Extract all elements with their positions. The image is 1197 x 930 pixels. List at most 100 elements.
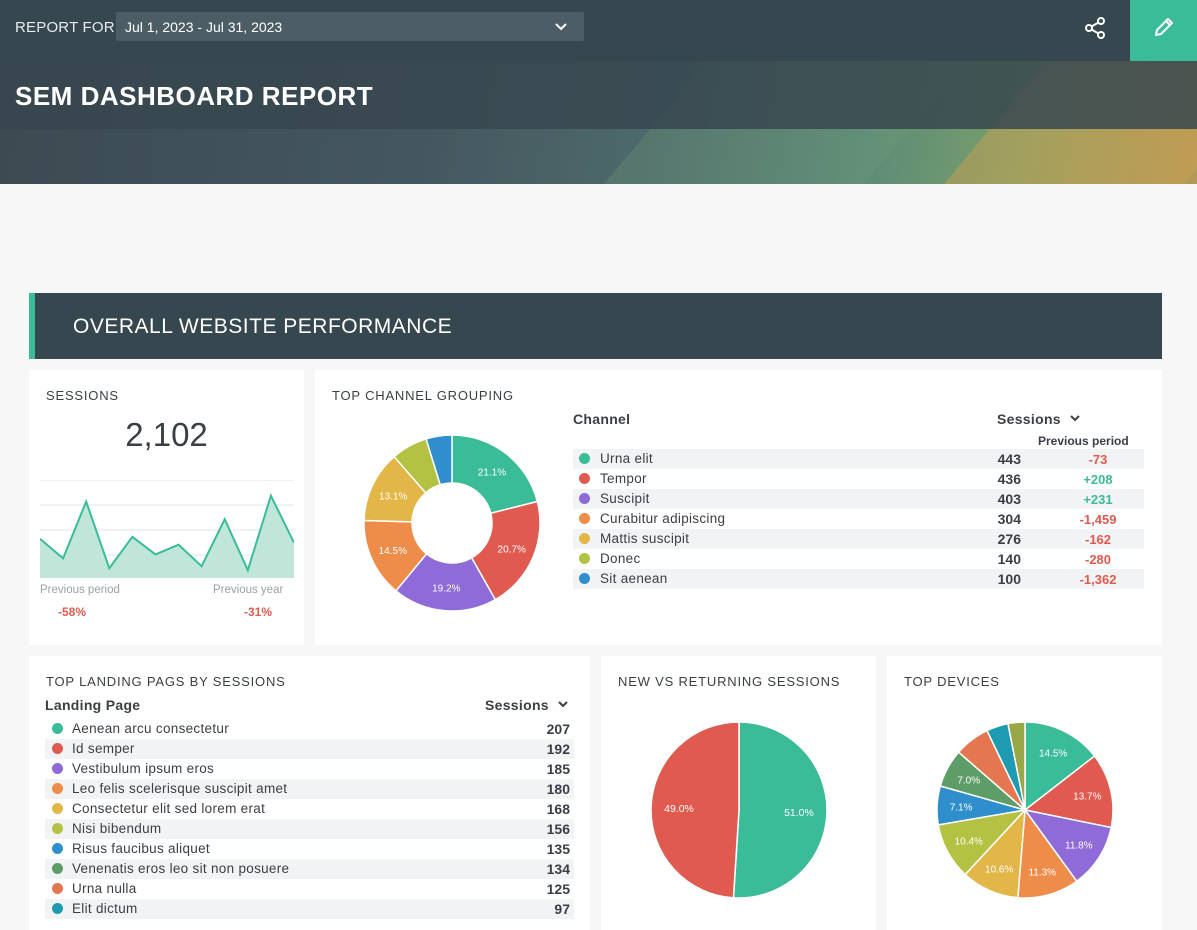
landing-sessions-sort-header[interactable]: Sessions <box>485 697 569 713</box>
channel-name: Tempor <box>600 471 647 486</box>
report-for-label: REPORT FOR <box>15 19 115 36</box>
date-range-select[interactable]: Jul 1, 2023 - Jul 31, 2023 <box>116 12 584 41</box>
channel-name: Donec <box>600 551 641 566</box>
date-range-value: Jul 1, 2023 - Jul 31, 2023 <box>125 19 283 35</box>
sessions-value: 2,102 <box>125 416 208 453</box>
landing-page-row: Aenean arcu consectetur 207 <box>45 719 574 739</box>
new-vs-returning-slice-label: 49.0% <box>664 803 694 815</box>
channel-sessions: 403 <box>997 491 1021 507</box>
channel-change: +231 <box>1083 492 1113 507</box>
landing-page-row: Id semper 192 <box>45 739 574 759</box>
section-title: OVERALL WEBSITE PERFORMANCE <box>73 315 453 338</box>
channel-slice-label: 19.2% <box>432 584 460 595</box>
landing-page-color-dot <box>52 843 63 854</box>
report-title: SEM DASHBOARD REPORT <box>15 81 374 111</box>
section-header: OVERALL WEBSITE PERFORMANCE <box>29 293 1162 359</box>
channel-row: Sit aenean 100 -1,362 <box>573 569 1144 589</box>
previous-year-label: Previous year <box>213 584 284 596</box>
device-slice-label: 10.6% <box>985 865 1013 876</box>
new-vs-returning-title: NEW VS RETURNING SESSIONS <box>618 674 841 689</box>
device-slice[interactable] <box>1023 808 1113 883</box>
sparkline-line <box>40 492 294 573</box>
landing-pages-title: TOP LANDING PAGS BY SESSIONS <box>46 674 286 689</box>
channel-sessions: 436 <box>997 471 1021 487</box>
landing-page-row: Urna nulla 125 <box>45 879 574 899</box>
banner-title-band <box>0 61 1197 129</box>
sessions-title: SESSIONS <box>46 388 119 403</box>
new-vs-returning-slice[interactable] <box>650 721 740 899</box>
landing-page-sessions: 168 <box>546 801 570 817</box>
landing-pages-card: TOP LANDING PAGS BY SESSIONS Landing Pag… <box>29 656 590 930</box>
landing-page-row: Risus faucibus aliquet 135 <box>45 839 574 859</box>
channel-row: Mattis suscipit 276 -162 <box>573 529 1144 549</box>
device-slice-label: 13.7% <box>1073 791 1101 802</box>
landing-page-row: Vestibulum ipsum eros 185 <box>45 759 574 779</box>
channel-sessions: 100 <box>997 571 1021 587</box>
channel-change: +208 <box>1083 472 1113 487</box>
landing-page-sessions: 180 <box>546 781 570 797</box>
channel-color-dot <box>579 553 590 564</box>
pencil-icon <box>1155 18 1173 36</box>
channel-change: -1,459 <box>1079 512 1117 527</box>
channel-slice[interactable] <box>470 500 541 601</box>
device-slice[interactable] <box>1024 721 1096 812</box>
device-slice-label: 10.4% <box>955 836 983 847</box>
landing-page-sessions: 125 <box>546 881 570 897</box>
channel-change: -162 <box>1084 532 1112 547</box>
device-slice[interactable] <box>1007 721 1026 811</box>
landing-page-name: Elit dictum <box>72 901 138 916</box>
landing-page-row: Elit dictum 97 <box>45 899 574 919</box>
landing-page-color-dot <box>52 903 63 914</box>
channel-sessions: 276 <box>997 531 1021 547</box>
previous-period-label: Previous period <box>40 584 120 596</box>
channel-change: -1,362 <box>1079 572 1117 587</box>
landing-page-name: Aenean arcu consectetur <box>72 721 229 736</box>
landing-page-sessions: 192 <box>546 741 570 757</box>
landing-page-column-header: Landing Page <box>45 697 141 713</box>
channel-color-dot <box>579 533 590 544</box>
device-slice[interactable] <box>1023 755 1114 829</box>
channel-slice-label: 14.5% <box>379 546 407 557</box>
channel-sessions: 140 <box>997 551 1021 567</box>
previous-period-change: -58% <box>58 605 87 619</box>
channel-name: Sit aenean <box>600 571 668 586</box>
landing-page-color-dot <box>52 783 63 794</box>
channel-slice[interactable] <box>425 434 453 486</box>
landing-page-sessions: 185 <box>546 761 570 777</box>
channel-sessions: 443 <box>997 451 1021 467</box>
channel-name: Suscipit <box>600 491 650 506</box>
sessions-column-label: Sessions <box>485 697 549 713</box>
landing-page-name: Nisi bibendum <box>72 821 162 836</box>
landing-page-row: Consectetur elit sed lorem erat 168 <box>45 799 574 819</box>
channel-sessions: 304 <box>997 511 1021 527</box>
device-slice-label: 14.5% <box>1039 749 1067 760</box>
channel-grouping-title: TOP CHANNEL GROUPING <box>332 388 514 403</box>
channel-color-dot <box>579 493 590 504</box>
landing-page-name: Leo felis scelerisque suscipit amet <box>72 781 288 796</box>
devices-pie-chart: 14.5% 13.7% 11.8% 11.3% 10.6% 10.4% 7.1% 7.0% <box>936 721 1114 899</box>
previous-year-change: -31% <box>244 605 273 619</box>
device-slice-label: 11.8% <box>1065 841 1093 852</box>
new-vs-returning-slice-label: 51.0% <box>784 807 814 819</box>
landing-page-color-dot <box>52 803 63 814</box>
new-vs-returning-card: NEW VS RETURNING SESSIONS 51.0% 49.0% <box>601 656 876 930</box>
channel-color-dot <box>579 453 590 464</box>
channel-row: Suscipit 403 +231 <box>573 489 1144 509</box>
landing-page-name: Id semper <box>72 741 135 756</box>
sessions-card: SESSIONS 2,102 Previous period Previous … <box>29 370 304 645</box>
sessions-sort-header[interactable]: Sessions <box>997 411 1081 427</box>
channel-donut-chart: 21.1% 20.7% 19.2% 14.5% 13.1% <box>363 434 541 612</box>
landing-page-row: Leo felis scelerisque suscipit amet 180 <box>45 779 574 799</box>
landing-page-sessions: 135 <box>546 841 570 857</box>
edit-button[interactable] <box>1130 0 1197 61</box>
share-button[interactable] <box>1080 14 1110 44</box>
channel-color-dot <box>579 513 590 524</box>
landing-page-color-dot <box>52 743 63 754</box>
top-devices-title: TOP DEVICES <box>904 674 1000 689</box>
share-icon <box>1085 17 1105 39</box>
new-vs-returning-slice[interactable] <box>732 721 828 899</box>
new-vs-returning-pie-chart: 51.0% 49.0% <box>650 721 828 899</box>
chevron-down-icon <box>1070 415 1080 422</box>
landing-page-row: Nisi bibendum 156 <box>45 819 574 839</box>
device-slice-label: 7.0% <box>957 776 980 787</box>
